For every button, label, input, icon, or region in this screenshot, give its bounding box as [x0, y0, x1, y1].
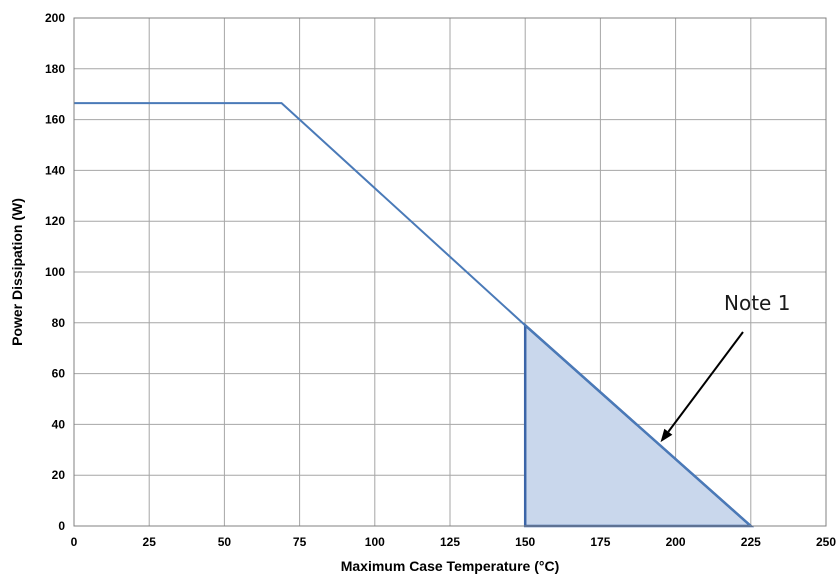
note-arrow — [667, 331, 744, 433]
y-tick-label: 120 — [45, 214, 65, 228]
x-tick-label: 25 — [143, 535, 157, 549]
x-axis-title: Maximum Case Temperature (°C) — [341, 558, 560, 574]
y-tick-label: 40 — [52, 417, 66, 431]
y-tick-label: 80 — [52, 316, 66, 330]
y-tick-label: 180 — [45, 62, 65, 76]
x-tick-label: 200 — [666, 535, 686, 549]
x-tick-labels: 0 25 50 75 100 125 150 175 200 225 250 — [71, 535, 837, 549]
x-tick-label: 225 — [741, 535, 761, 549]
note-annotation: Note 1 — [724, 291, 790, 315]
y-tick-label: 100 — [45, 265, 65, 279]
y-axis-title: Power Dissipation (W) — [9, 198, 25, 346]
x-tick-label: 175 — [590, 535, 610, 549]
x-tick-label: 100 — [365, 535, 385, 549]
plot-border — [73, 17, 827, 527]
x-tick-label: 150 — [515, 535, 535, 549]
y-tick-labels: 0 20 40 60 80 100 120 140 160 180 200 — [45, 11, 65, 533]
x-tick-label: 250 — [816, 535, 836, 549]
y-tick-label: 140 — [45, 163, 65, 177]
note-arrowhead — [660, 428, 673, 443]
y-tick-label: 20 — [52, 468, 66, 482]
x-tick-label: 0 — [71, 535, 78, 549]
y-tick-label: 0 — [58, 519, 65, 533]
x-tick-label: 125 — [440, 535, 460, 549]
y-tick-label: 160 — [45, 113, 65, 127]
y-tick-label: 200 — [45, 11, 65, 25]
x-tick-label: 50 — [218, 535, 232, 549]
x-tick-label: 75 — [293, 535, 307, 549]
y-tick-label: 60 — [52, 367, 66, 381]
series-line — [74, 102, 752, 527]
